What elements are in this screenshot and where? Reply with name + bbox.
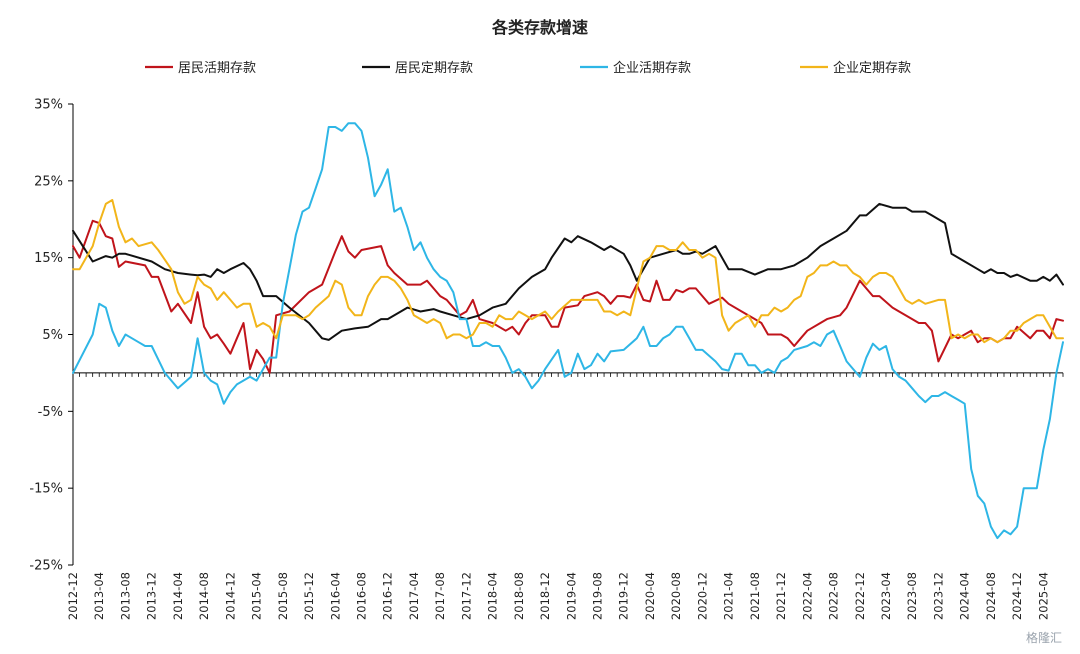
- x-tick-label: 2013-08: [118, 572, 132, 620]
- x-tick-label: 2017-08: [433, 572, 447, 620]
- x-tick-label: 2023-08: [905, 572, 919, 620]
- x-tick-label: 2016-12: [381, 572, 395, 620]
- watermark-text: 格隆汇: [1026, 630, 1062, 645]
- x-tick-label: 2020-12: [695, 572, 709, 620]
- x-tick-label: 2016-08: [354, 572, 368, 620]
- legend-label-2: 居民定期存款: [395, 61, 473, 76]
- x-tick-label: 2013-04: [92, 572, 106, 620]
- x-tick-label: 2015-08: [276, 572, 290, 620]
- x-tick-label: 2019-04: [564, 572, 578, 620]
- x-tick-label: 2014-08: [197, 572, 211, 620]
- y-tick-label: 15%: [34, 251, 63, 266]
- x-tick-label: 2022-04: [800, 572, 814, 620]
- legend: 居民活期存款 居民定期存款 企业活期存款 企业定期存款: [145, 60, 911, 76]
- x-tick-label: 2022-08: [827, 572, 841, 620]
- x-tick-label: 2024-12: [1010, 572, 1024, 620]
- x-tick-label: 2023-04: [879, 572, 893, 620]
- x-tick-label: 2017-12: [459, 572, 473, 620]
- series-layer: [72, 122, 1064, 540]
- x-tick-label: 2020-04: [643, 572, 657, 620]
- chart-title: 各类存款增速: [491, 18, 588, 37]
- y-tick-label: 5%: [42, 328, 63, 343]
- x-tick-label: 2018-04: [486, 572, 500, 620]
- x-tick-label: 2016-04: [328, 572, 342, 620]
- x-tick-label: 2017-04: [407, 572, 421, 620]
- x-tick-label: 2012-12: [66, 572, 80, 620]
- x-tick-label: 2019-12: [617, 572, 631, 620]
- y-axis: 35% 25% 15% 5% -5% -15% -25%: [29, 98, 74, 574]
- x-tick-label: 2021-12: [774, 572, 788, 620]
- y-tick-label: -15%: [29, 482, 63, 497]
- x-tick-label: 2025-04: [1036, 572, 1050, 620]
- x-tick-label: 2020-08: [669, 572, 683, 620]
- x-tick-label: 2015-12: [302, 572, 316, 620]
- legend-label-1: 居民活期存款: [178, 61, 256, 76]
- series-line-2: [72, 202, 1064, 341]
- legend-label-4: 企业定期存款: [833, 60, 911, 76]
- x-tick-label: 2013-12: [145, 572, 159, 620]
- x-tick-label: 2014-12: [223, 572, 237, 620]
- x-tick-label: 2018-08: [512, 572, 526, 620]
- x-tick-label: 2021-08: [748, 572, 762, 620]
- x-tick-label: 2015-04: [250, 572, 264, 620]
- y-tick-label: -5%: [38, 405, 63, 420]
- x-tick-label: 2018-12: [538, 572, 552, 620]
- x-tick-label: 2022-12: [853, 572, 867, 620]
- y-tick-label: -25%: [29, 559, 63, 574]
- series-line-1: [72, 219, 1064, 374]
- x-tick-label: 2024-04: [958, 572, 972, 620]
- x-tick-label: 2024-08: [984, 572, 998, 620]
- y-tick-label: 25%: [34, 174, 63, 189]
- series-line-4: [72, 199, 1064, 344]
- x-tick-label: 2021-04: [722, 572, 736, 620]
- x-axis: 2012-12 2013-04 2013-08 2013-12 2014-04 2014-…: [66, 372, 1064, 620]
- x-tick-label: 2014-04: [171, 572, 185, 620]
- legend-label-3: 企业活期存款: [613, 60, 691, 76]
- x-tick-label: 2019-08: [591, 572, 605, 620]
- series-line-3: [72, 122, 1064, 540]
- x-tick-label: 2023-12: [931, 572, 945, 620]
- y-tick-label: 35%: [34, 98, 63, 113]
